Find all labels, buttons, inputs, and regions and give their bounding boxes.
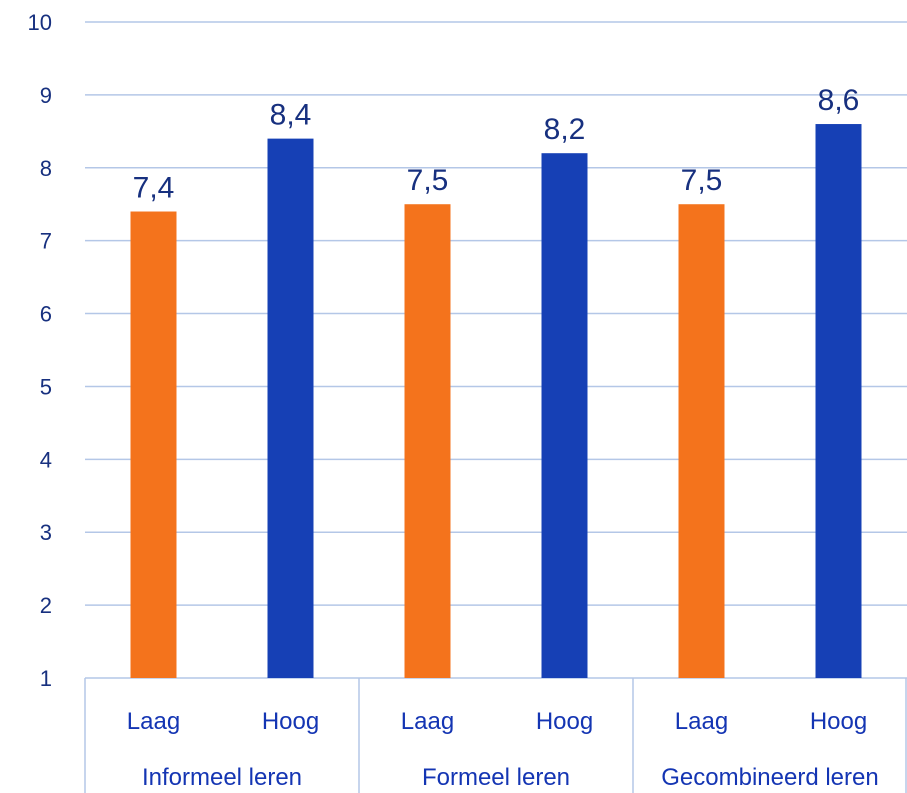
x-axis: Laag Hoog Laag Hoog Laag Hoog Informeel leren F… (84, 678, 907, 793)
y-tick-label: 1 (40, 666, 52, 691)
x-group-label: Formeel leren (422, 764, 570, 791)
y-tick-label: 8 (40, 156, 52, 181)
bar-laag (404, 204, 451, 678)
y-tick-label: 4 (40, 447, 52, 472)
data-label: 8,2 (544, 113, 586, 146)
data-label: 7,5 (681, 164, 723, 197)
data-label: 8,4 (270, 99, 312, 132)
x-tick-label: Hoog (262, 708, 319, 735)
y-tick-label: 5 (40, 374, 52, 399)
data-label: 7,4 (133, 172, 175, 205)
bar-hoog (815, 124, 862, 679)
bar-laag (130, 211, 177, 678)
y-axis-ticks: 1 2 3 4 5 6 7 8 9 10 (28, 10, 52, 691)
x-group-label: Gecombineerd leren (661, 764, 878, 791)
bar-laag (678, 204, 725, 678)
y-tick-label: 6 (40, 302, 52, 327)
x-tick-label: Laag (401, 708, 454, 735)
bars (130, 124, 862, 679)
data-label: 7,5 (407, 164, 449, 197)
x-tick-label: Laag (127, 708, 180, 735)
y-tick-label: 3 (40, 520, 52, 545)
x-tick-label: Hoog (536, 708, 593, 735)
gridlines (85, 21, 907, 679)
bar-hoog (267, 138, 314, 679)
data-labels: 7,4 8,4 7,5 8,2 7,5 8,6 (133, 84, 860, 204)
bar-hoog (541, 153, 588, 678)
x-group-label: Informeel leren (142, 764, 302, 791)
data-label: 8,6 (818, 84, 860, 117)
y-tick-label: 9 (40, 83, 52, 108)
y-tick-label: 10 (28, 10, 52, 35)
x-tick-label: Laag (675, 708, 728, 735)
x-tick-label: Hoog (810, 708, 867, 735)
y-tick-label: 7 (40, 229, 52, 254)
y-tick-label: 2 (40, 593, 52, 618)
